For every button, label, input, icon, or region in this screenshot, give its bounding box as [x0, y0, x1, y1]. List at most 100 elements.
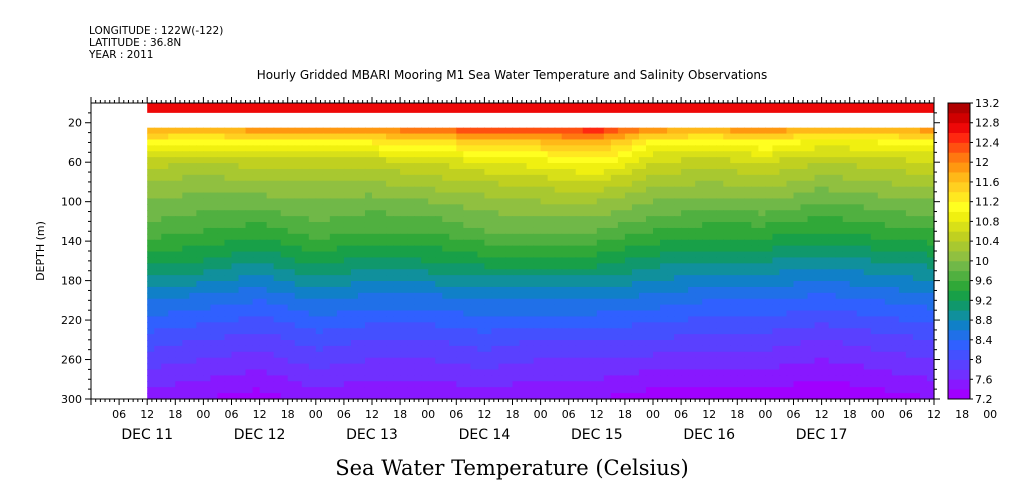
- heatmap-cell: [154, 281, 162, 288]
- heatmap-cell: [702, 269, 710, 276]
- heatmap-cell: [280, 281, 289, 288]
- heatmap-cell: [407, 133, 415, 141]
- heatmap-cell: [210, 127, 219, 135]
- heatmap-cell: [800, 151, 809, 158]
- heatmap-cell: [884, 310, 893, 318]
- heatmap-cell: [575, 263, 584, 270]
- heatmap-cell: [870, 222, 879, 229]
- heatmap-cell: [470, 145, 478, 152]
- heatmap-cell: [386, 328, 394, 335]
- heatmap-cell: [449, 263, 457, 270]
- heatmap-cell: [793, 345, 802, 353]
- heatmap-cell: [301, 163, 310, 170]
- heatmap-cell: [702, 227, 710, 235]
- heatmap-cell: [505, 345, 514, 353]
- heatmap-cell: [357, 345, 366, 353]
- heatmap-cell: [638, 281, 647, 288]
- heatmap-cell: [442, 186, 450, 194]
- heatmap-cell: [926, 151, 935, 158]
- heatmap-cell: [568, 168, 577, 176]
- heatmap-cell: [477, 375, 486, 382]
- heatmap-cell: [821, 216, 830, 223]
- heatmap-cell: [470, 192, 478, 200]
- heatmap-cell: [905, 204, 914, 211]
- heatmap-cell: [414, 198, 422, 205]
- heatmap-cell: [645, 222, 654, 229]
- heatmap-cell: [674, 145, 682, 152]
- heatmap-cell: [575, 357, 584, 365]
- heatmap-cell: [182, 198, 190, 205]
- heatmap-cell: [273, 375, 282, 382]
- heatmap-cell: [681, 245, 689, 253]
- heatmap-cell: [779, 210, 788, 217]
- heatmap-cell: [582, 375, 591, 382]
- heatmap-cell: [898, 216, 907, 223]
- heatmap-cell: [596, 216, 605, 223]
- heatmap-cell: [294, 133, 303, 141]
- heatmap-cell: [821, 381, 830, 388]
- heatmap-cell: [709, 133, 717, 141]
- heatmap-cell: [498, 133, 507, 141]
- heatmap-cell: [224, 251, 233, 259]
- heatmap-cell: [505, 334, 514, 341]
- heatmap-cell: [463, 363, 471, 371]
- heatmap-cell: [414, 227, 422, 235]
- heatmap-cell: [898, 168, 907, 176]
- heatmap-cell: [631, 263, 640, 270]
- heatmap-cell: [196, 145, 204, 152]
- heatmap-cell: [477, 304, 486, 312]
- heatmap-cell: [519, 133, 528, 141]
- heatmap-cell: [610, 198, 619, 205]
- heatmap-cell: [814, 263, 823, 270]
- heatmap-cell: [217, 322, 226, 329]
- heatmap-cell: [428, 204, 436, 211]
- heatmap-cell: [168, 157, 176, 164]
- heatmap-cell: [723, 292, 731, 300]
- heatmap-cell: [681, 163, 689, 170]
- heatmap-cell: [603, 328, 612, 335]
- heatmap-cell: [821, 198, 830, 205]
- heatmap-cell: [329, 263, 338, 270]
- heatmap-cell: [863, 233, 872, 241]
- heatmap-cell: [231, 387, 240, 394]
- heatmap-cell: [168, 304, 176, 312]
- heatmap-cell: [653, 322, 661, 329]
- heatmap-cell: [589, 334, 598, 341]
- heatmap-cell: [400, 163, 408, 170]
- heatmap-cell: [280, 186, 289, 194]
- heatmap-cell: [210, 186, 219, 194]
- heatmap-cell: [435, 204, 443, 211]
- heatmap-cell: [407, 304, 415, 312]
- heatmap-cell: [343, 127, 352, 135]
- heatmap-cell: [814, 334, 823, 341]
- heatmap-cell: [849, 239, 858, 247]
- heatmap-cell: [182, 145, 190, 152]
- heatmap-cell: [716, 210, 724, 217]
- heatmap-cell: [898, 334, 907, 341]
- heatmap-cell: [203, 145, 212, 152]
- heatmap-cell: [554, 334, 563, 341]
- heatmap-cell: [329, 216, 338, 223]
- heatmap-cell: [379, 322, 387, 329]
- heatmap-cell: [512, 198, 521, 205]
- heatmap-cell: [674, 381, 682, 388]
- heatmap-cell: [168, 328, 176, 335]
- heatmap-cell: [463, 157, 471, 164]
- heatmap-cell: [421, 204, 429, 211]
- heatmap-cell: [491, 257, 500, 264]
- heatmap-cell: [428, 210, 436, 217]
- heatmap-cell: [463, 357, 471, 365]
- heatmap-cell: [688, 316, 696, 323]
- heatmap-cell: [238, 233, 247, 241]
- heatmap-cell: [688, 281, 696, 288]
- heatmap-cell: [238, 192, 247, 200]
- heatmap-cell: [498, 292, 507, 300]
- heatmap-cell: [168, 363, 176, 371]
- heatmap-cell: [196, 204, 204, 211]
- heatmap-cell: [695, 316, 703, 323]
- heatmap-cell: [442, 286, 450, 294]
- heatmap-cell: [470, 281, 478, 288]
- heatmap-cell: [414, 375, 422, 382]
- heatmap-cell: [779, 381, 788, 388]
- heatmap-cell: [877, 233, 886, 241]
